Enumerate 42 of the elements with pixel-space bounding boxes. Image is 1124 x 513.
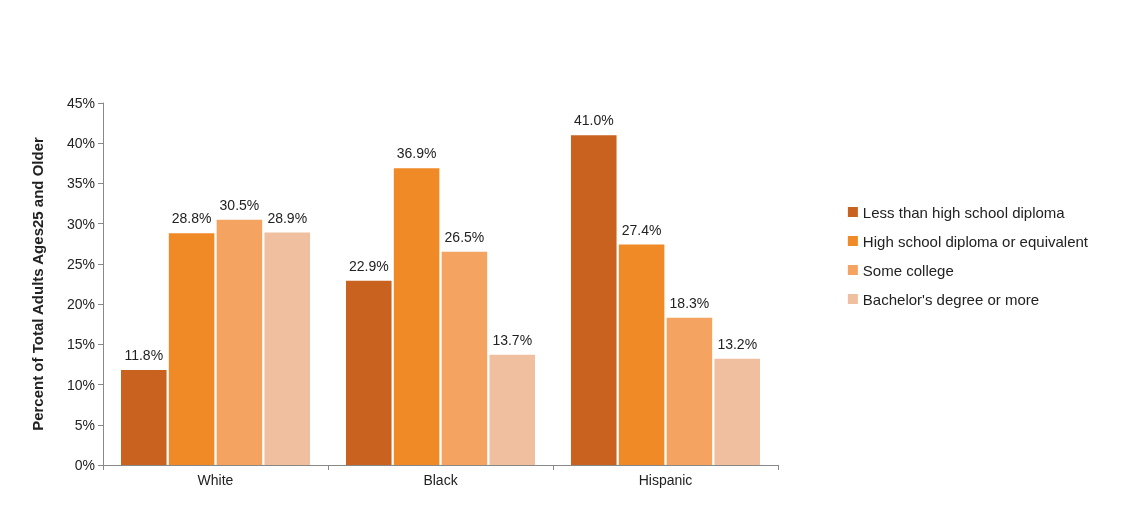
bar [216, 219, 263, 465]
bar [714, 358, 760, 465]
y-tick-label: 20% [66, 296, 95, 313]
data-label: 13.7% [492, 331, 533, 348]
data-label: 13.2% [717, 335, 758, 352]
x-tick-label: Black [423, 472, 459, 488]
legend-label: Less than high school diploma [862, 203, 1066, 221]
y-tick-label: 0% [74, 457, 95, 473]
legend-label: Bachelor's degree or more [862, 290, 1040, 308]
bar [121, 370, 167, 465]
y-tick-label: 30% [66, 215, 95, 232]
data-label: 18.3% [669, 294, 710, 311]
y-tick-label: 10% [66, 376, 95, 393]
data-label: 11.8% [124, 347, 164, 364]
y-axis-title: Percent of Total Adults Ages25 and Older [29, 137, 46, 431]
data-label: 22.9% [348, 257, 389, 274]
bar [571, 135, 617, 465]
data-label: 41.0% [573, 112, 614, 129]
bar [441, 251, 488, 465]
bar [393, 168, 440, 465]
data-label: 28.8% [171, 210, 212, 227]
bar [666, 317, 713, 465]
y-tick-label: 35% [66, 175, 95, 192]
data-label: 36.9% [396, 145, 437, 162]
y-tick-label: 5% [74, 416, 95, 433]
y-tick-label: 40% [66, 135, 95, 152]
bar [618, 244, 665, 465]
legend-label: High school diploma or equivalent [862, 232, 1089, 250]
bar [264, 232, 310, 465]
legend-label: Some college [862, 261, 954, 279]
y-tick-label: 45% [66, 95, 95, 111]
y-tick-label: 25% [66, 255, 95, 272]
data-label: 26.5% [444, 228, 485, 245]
x-tick-label: Hispanic [638, 472, 693, 488]
bar [489, 354, 535, 465]
data-label: 28.9% [267, 209, 308, 226]
bar [168, 233, 215, 465]
data-label: 27.4% [621, 221, 662, 238]
x-tick-label: White [197, 472, 234, 488]
bar [346, 280, 392, 465]
y-tick-label: 15% [66, 336, 95, 353]
data-label: 30.5% [219, 196, 260, 213]
